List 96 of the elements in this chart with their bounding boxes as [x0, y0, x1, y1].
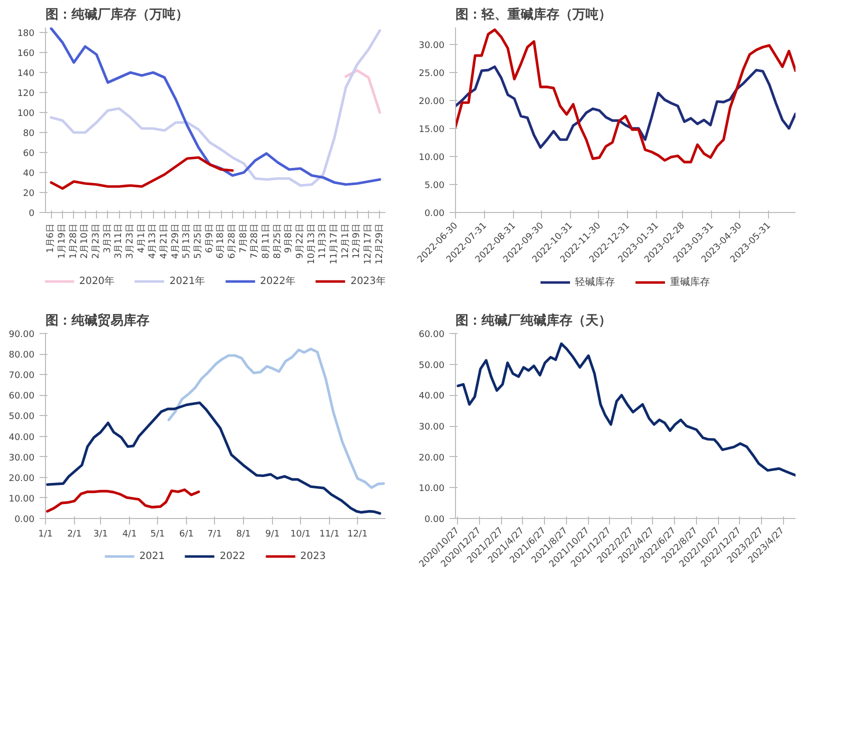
- line-series: [344, 69, 382, 114]
- line-series: [456, 28, 796, 164]
- y-tick-label: 60.00: [8, 392, 35, 402]
- x-tick-label: 12月29日: [374, 224, 385, 264]
- legend-label: 2020年: [79, 275, 115, 288]
- y-tick-label: 140: [17, 69, 35, 79]
- x-tick-label: 11/1: [319, 530, 340, 540]
- x-tick-label: 8/1: [236, 530, 251, 540]
- x-tick-label: 3月11日: [114, 223, 124, 259]
- x-tick-label: 2月10日: [80, 223, 90, 259]
- y-tick-label: 60: [23, 149, 35, 159]
- x-tick-label: 4月1日: [136, 224, 147, 253]
- x-tick-label: 1月28日: [68, 223, 79, 259]
- y-tick-label: 40: [23, 169, 35, 179]
- y-tick-label: 30.00: [8, 453, 35, 464]
- x-tick-label: 4月21日: [160, 223, 170, 259]
- x-tick-label: 11月3日: [318, 223, 328, 259]
- x-tick-label: 9月8日: [284, 224, 294, 253]
- x-tick-label: 12/1: [347, 530, 368, 540]
- chart-title: 图：纯碱厂纯碱库存（天）: [456, 312, 612, 328]
- x-tick-label: 11月17日: [330, 224, 340, 264]
- x-tick-label: 3/1: [93, 530, 108, 540]
- line-series: [456, 342, 796, 477]
- y-tick-label: 60.00: [418, 330, 445, 340]
- x-tick-label: 2月23日: [92, 223, 102, 259]
- line-series: [46, 488, 200, 513]
- x-tick-label: 12月17日: [364, 224, 374, 264]
- x-tick-label: 8月25日: [272, 223, 283, 259]
- y-tick-label: 40.00: [8, 432, 35, 443]
- x-tick-label: 3月23日: [126, 223, 136, 259]
- x-tick-label: 10月13日: [306, 224, 317, 264]
- x-tick-label: 5月13日: [182, 223, 192, 259]
- y-tick-label: 20.00: [418, 453, 445, 464]
- x-tick-label: 9/1: [265, 530, 280, 540]
- x-tick-label: 5/1: [150, 530, 165, 540]
- chart-title: 图：纯碱厂库存（万吨）: [46, 6, 188, 22]
- x-tick-label: 8月11日: [262, 223, 272, 259]
- x-tick-label: 4月29日: [170, 223, 181, 259]
- y-tick-label: 180: [17, 29, 35, 39]
- y-tick-label: 50.00: [418, 360, 445, 371]
- x-tick-label: 1月6日: [46, 224, 56, 253]
- y-tick-label: 0.00: [14, 515, 35, 525]
- y-tick-label: 15.00: [418, 124, 445, 135]
- line-series: [167, 348, 385, 489]
- y-tick-label: 40.00: [418, 392, 445, 402]
- y-tick-label: 50.00: [8, 412, 35, 422]
- x-tick-label: 7月28日: [250, 223, 260, 259]
- y-tick-label: 10.00: [418, 152, 445, 163]
- y-tick-label: 5.00: [424, 180, 445, 191]
- chart-title: 图：纯碱贸易库存: [46, 312, 150, 328]
- x-tick-label: 1月19日: [58, 223, 68, 259]
- y-tick-label: 80: [23, 129, 35, 139]
- legend-label: 2022: [220, 550, 246, 562]
- x-tick-label: 12月1日: [340, 223, 351, 259]
- y-tick-label: 20.00: [418, 96, 445, 107]
- legend-label: 2021年: [170, 275, 205, 288]
- x-tick-label: 5月25日: [194, 223, 204, 259]
- line-series: [456, 65, 796, 149]
- y-tick-label: 20.00: [8, 474, 35, 484]
- x-tick-label: 10/1: [290, 530, 311, 540]
- legend-label: 2023: [300, 550, 326, 562]
- y-tick-label: 20: [23, 189, 35, 199]
- x-tick-label: 9月22日: [296, 223, 306, 259]
- x-tick-label: 3月3日: [102, 224, 113, 253]
- line-series: [50, 156, 234, 190]
- x-tick-label: 6月18日: [216, 223, 226, 259]
- y-tick-label: 70.00: [8, 371, 35, 382]
- y-tick-label: 30.00: [418, 40, 445, 51]
- y-tick-label: 10.00: [418, 484, 445, 494]
- x-tick-label: 4/1: [122, 530, 137, 540]
- x-tick-label: 1/1: [38, 530, 53, 540]
- y-tick-label: 0.00: [424, 515, 445, 525]
- y-tick-label: 25.00: [418, 68, 445, 79]
- y-tick-label: 80.00: [8, 350, 35, 361]
- y-tick-label: 0.00: [424, 209, 445, 219]
- line-series: [46, 401, 382, 515]
- legend-label: 2022年: [260, 275, 296, 288]
- legend-label: 轻碱库存: [575, 276, 615, 289]
- x-tick-label: 4月13日: [148, 223, 158, 259]
- legend-label: 2021: [139, 550, 165, 562]
- x-tick-label: 7/1: [207, 530, 222, 540]
- legend-label: 重碱库存: [670, 276, 710, 289]
- x-tick-label: 6/1: [179, 530, 194, 540]
- y-tick-label: 90.00: [8, 330, 35, 340]
- chart-title: 图：轻、重碱库存（万吨）: [456, 6, 612, 22]
- x-tick-label: 6月9日: [204, 224, 215, 253]
- x-tick-label: 2/1: [67, 530, 82, 540]
- x-tick-label: 12月9日: [352, 223, 362, 259]
- x-tick-label: 6月28日: [228, 223, 238, 259]
- y-tick-label: 10.00: [8, 494, 35, 504]
- y-tick-label: 0: [28, 209, 35, 219]
- y-tick-label: 30.00: [418, 422, 445, 432]
- y-tick-label: 160: [17, 49, 35, 59]
- y-tick-label: 100: [17, 109, 35, 119]
- y-tick-label: 120: [17, 89, 35, 99]
- x-tick-label: 7月8日: [238, 224, 249, 253]
